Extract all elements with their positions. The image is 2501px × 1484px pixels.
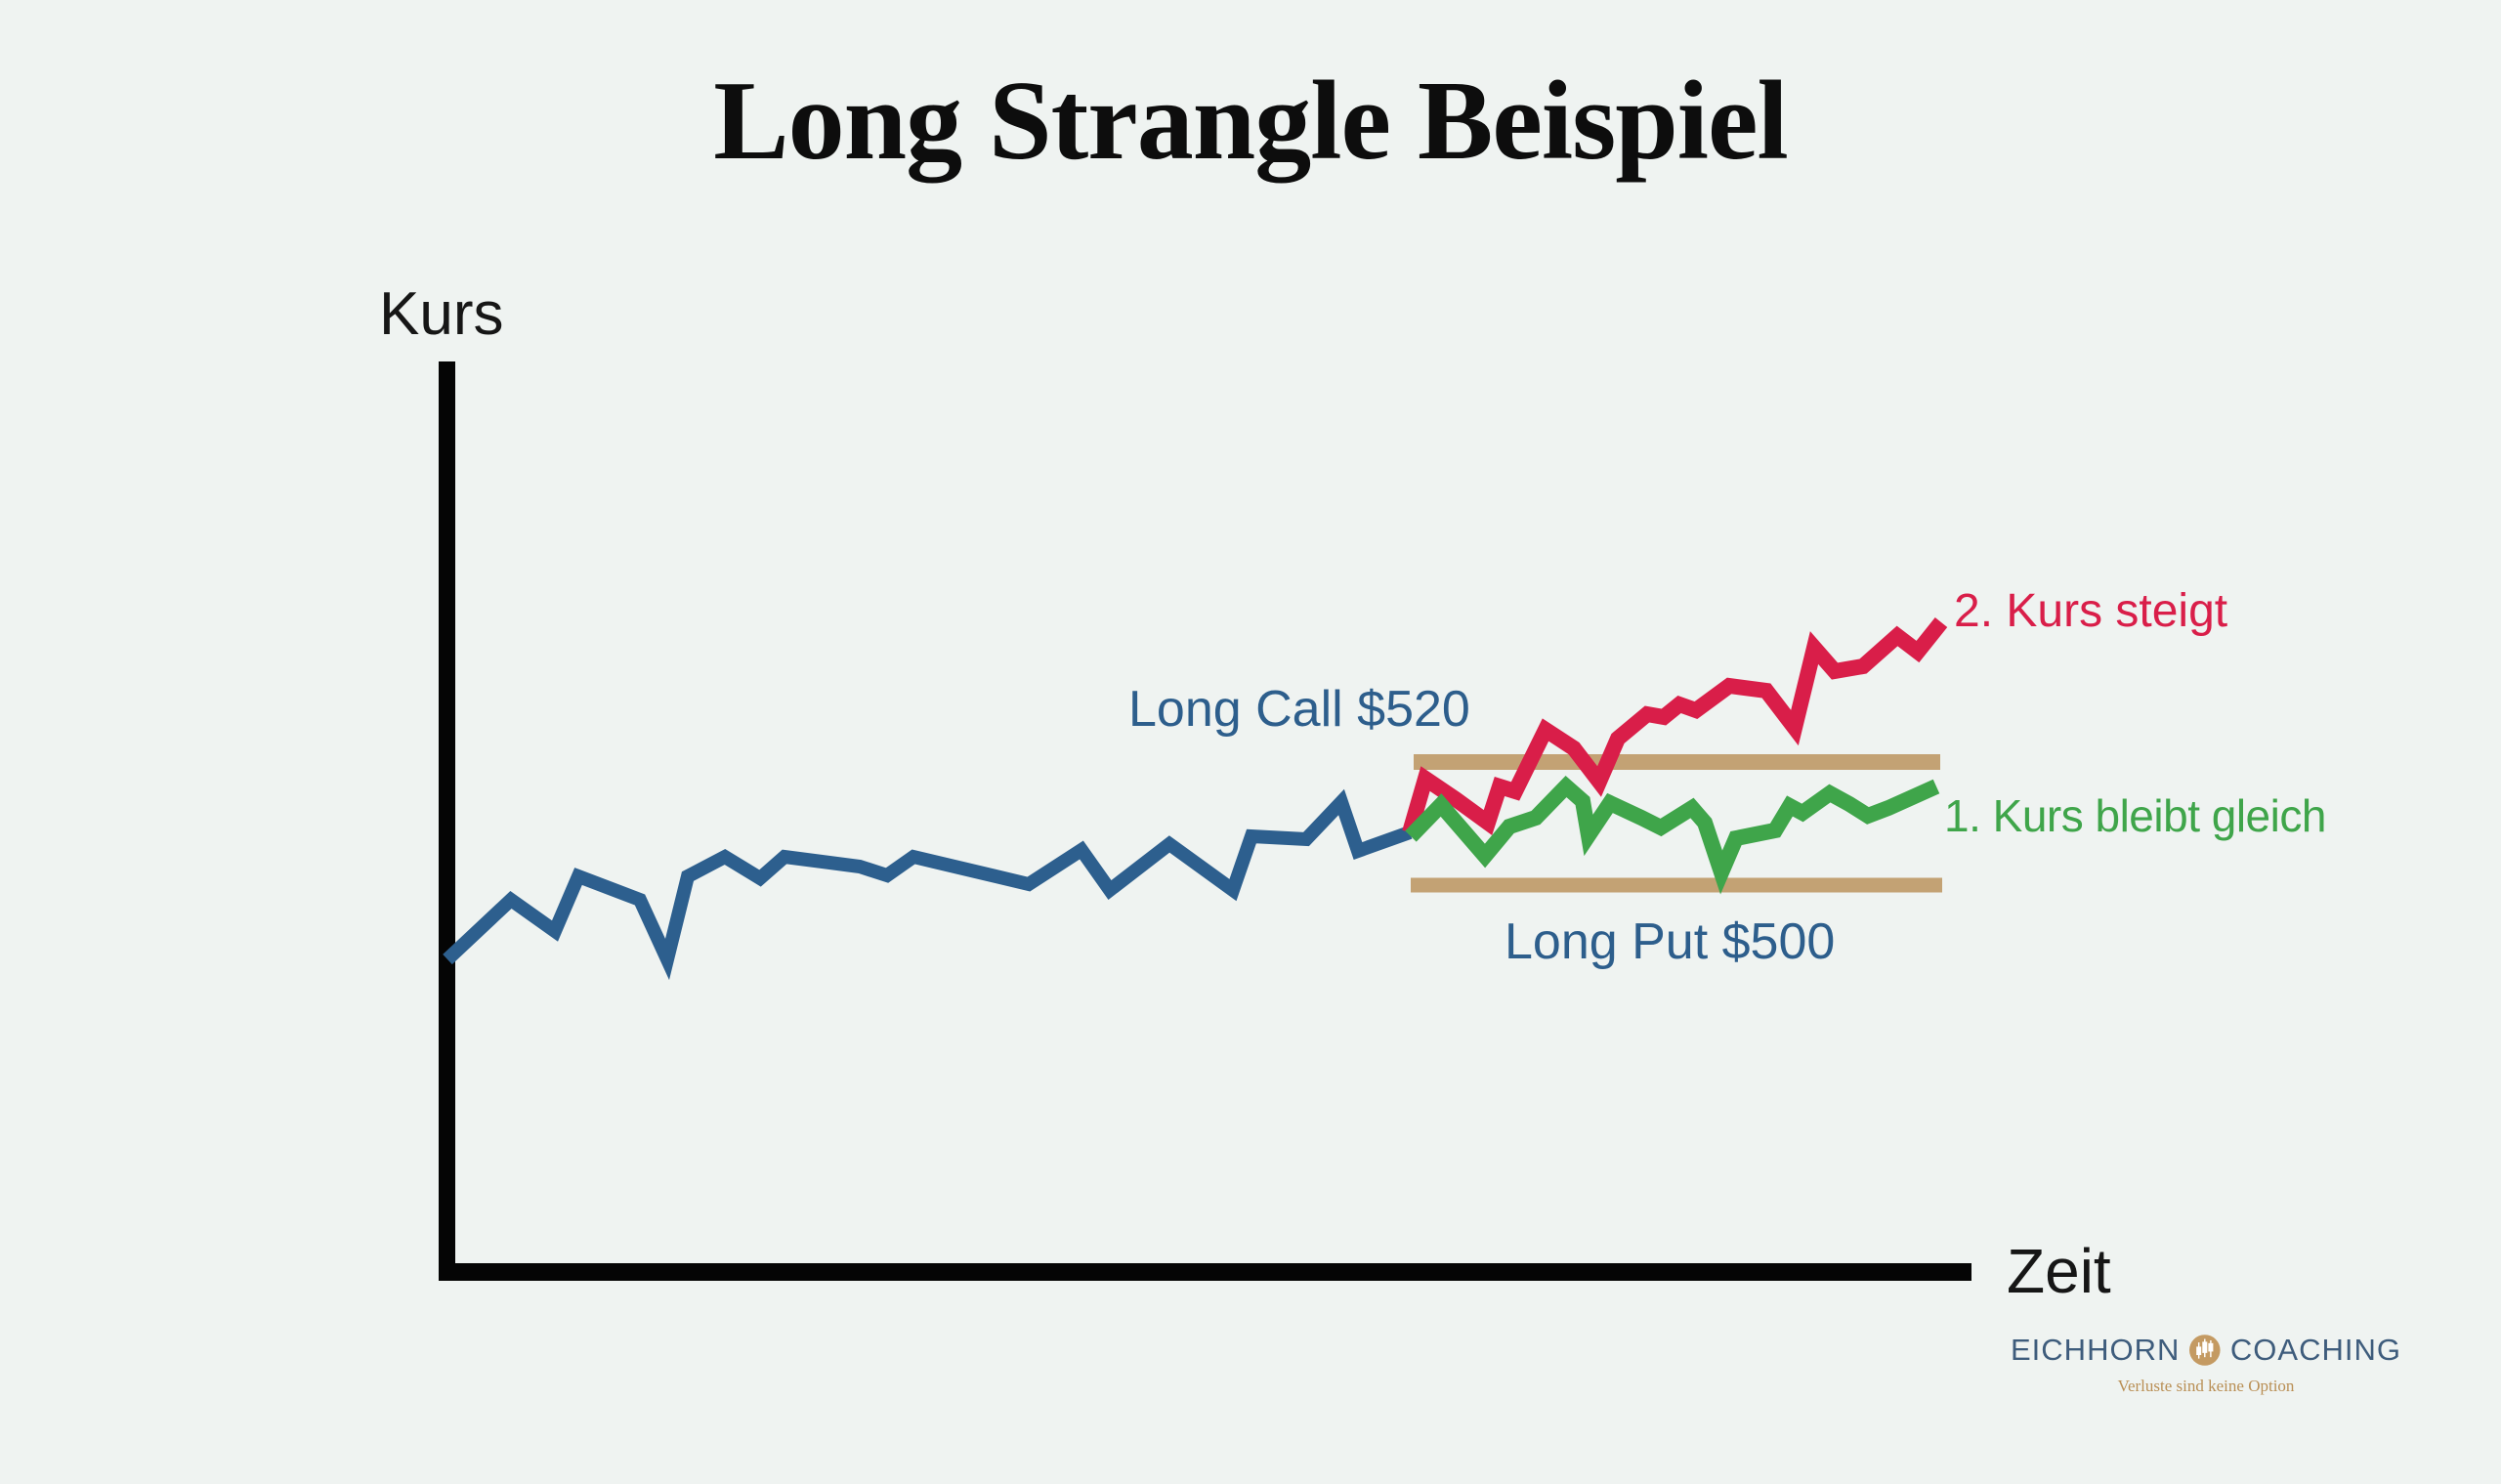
price-history-line <box>443 788 1413 981</box>
brand-tagline: Verluste sind keine Option <box>2117 1377 2295 1395</box>
scenario-flat-label: 1. Kurs bleibt gleich <box>1944 790 2326 841</box>
page-title: Long Strangle Beispiel <box>713 59 1788 184</box>
call-strike-bar <box>1414 754 1940 770</box>
put-strike-bar <box>1411 877 1942 893</box>
brand-logo-row: EICHHORN COACHING <box>2011 1329 2401 1372</box>
price-flat-line <box>1405 775 1940 895</box>
y-axis-line <box>439 361 455 1281</box>
brand-name-left: EICHHORN <box>2011 1333 2181 1367</box>
long-put-strike-label: Long Put $500 <box>1505 913 1836 970</box>
long-call-strike-label: Long Call $520 <box>1128 681 1470 738</box>
x-axis-label: Zeit <box>2007 1236 2111 1306</box>
y-axis-label: Kurs <box>379 280 504 348</box>
scenario-up-label: 2. Kurs steigt <box>1954 585 2228 637</box>
brand-logo: EICHHORN COACHING Verluste sind keine Op… <box>2011 1329 2401 1396</box>
price-rises-line <box>1402 617 1948 835</box>
candlestick-logo-icon <box>2189 1335 2221 1366</box>
x-axis-line <box>439 1263 1971 1281</box>
brand-name-right: COACHING <box>2229 1333 2401 1367</box>
